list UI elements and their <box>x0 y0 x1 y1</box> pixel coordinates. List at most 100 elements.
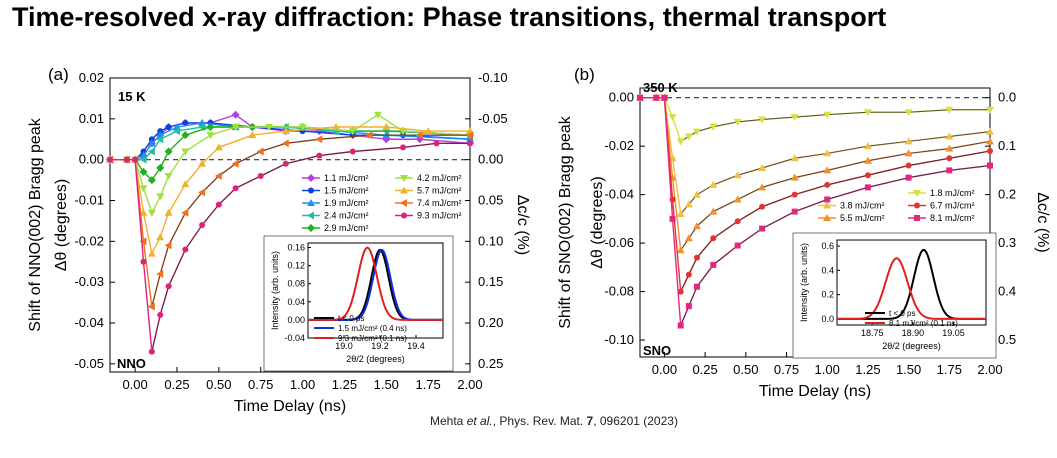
data-point <box>139 185 148 193</box>
y-axis-outer-title: Shift of SNO(002) Bragg peak <box>557 115 574 329</box>
data-point <box>399 128 408 136</box>
y-tick-label: -0.02 <box>74 233 104 248</box>
data-point <box>790 154 799 162</box>
data-point <box>415 131 423 140</box>
data-point <box>165 124 172 130</box>
data-point <box>692 128 701 136</box>
temperature-label: 350 K <box>643 80 678 95</box>
data-point <box>165 283 172 290</box>
inset-x-axis-title: 2θ/2 (degrees) <box>882 341 941 351</box>
data-point <box>905 162 912 169</box>
series-group <box>106 110 474 355</box>
inset-frame <box>836 239 987 326</box>
data-point <box>156 193 165 201</box>
data-point <box>676 210 685 218</box>
y-tick-label: 0.00 <box>79 152 104 167</box>
data-point <box>758 163 767 171</box>
y2-tick-label: 0.4 <box>998 284 1016 299</box>
data-point <box>400 144 407 151</box>
data-point <box>214 172 222 180</box>
y2-tick-label: 0.1 <box>998 138 1016 153</box>
inset-y-tick-label: 0.04 <box>287 297 305 307</box>
legend-entry: 1.9 mJ/cm² <box>324 198 369 208</box>
data-point <box>863 156 872 164</box>
y-tick-label: 0.02 <box>79 70 104 85</box>
y-tick-label: 0.01 <box>79 111 104 126</box>
data-point <box>316 152 323 159</box>
data-point <box>945 132 954 140</box>
y2-tick-label: 0.2 <box>998 187 1016 202</box>
data-point <box>424 127 433 135</box>
data-point <box>759 225 766 232</box>
data-point <box>758 183 767 191</box>
y-tick-label: -0.06 <box>604 235 634 250</box>
data-point <box>281 139 289 148</box>
data-point <box>231 124 240 131</box>
data-point <box>181 180 190 188</box>
data-point <box>823 149 832 157</box>
legend-marker <box>400 186 408 194</box>
legend-entry: 5.5 mJ/cm² <box>840 213 885 223</box>
legend: 6.7 mJ/cm² 1.8 mJ/cm² 3.8 mJ/cm² 5.5 mJ/cm²… <box>818 188 975 223</box>
data-point <box>248 131 257 139</box>
fit-curve <box>151 142 470 352</box>
inset-y-tick-label: 0.08 <box>287 279 305 289</box>
data-point <box>181 131 190 140</box>
data-point <box>790 114 799 122</box>
data-point <box>139 237 147 246</box>
data-point <box>147 176 156 185</box>
data-point <box>823 111 832 119</box>
sample-label: SNO <box>643 343 671 358</box>
legend-entry: 1.5 mJ/cm² <box>324 186 369 196</box>
citation-journal: , Phys. Rev. Mat. <box>492 414 587 428</box>
legend-entry: 9.3 mJ/cm² <box>417 211 462 221</box>
y-tick-label: -0.05 <box>74 356 104 371</box>
data-point <box>710 235 717 242</box>
panel-letter: (a) <box>48 65 69 84</box>
inset-legend-entry: 1.5 mJ/cm² (0.4 ns) <box>338 324 407 333</box>
legend: 1.1 mJ/cm² 1.5 mJ/cm² 1.9 mJ/cm² 2.4 mJ/cm²… <box>302 173 462 233</box>
data-point <box>298 124 307 131</box>
legend-marker <box>823 214 831 221</box>
y2-tick-label: -0.10 <box>478 70 508 85</box>
data-point <box>256 147 264 156</box>
data-point <box>824 196 831 203</box>
y-tick-label: -0.03 <box>74 274 104 289</box>
data-point <box>147 249 156 257</box>
y-tick-label: -0.01 <box>74 193 104 208</box>
citation-authors: Mehta <box>430 414 464 428</box>
inset-legend-entry: 8.1 mJ/cm² (0.1 ns) <box>889 319 958 328</box>
inset-y-tick-label: 0.16 <box>287 243 305 253</box>
data-point <box>348 128 357 136</box>
x-tick-label: 0.75 <box>248 377 273 392</box>
data-point <box>315 135 323 144</box>
data-point <box>198 159 207 167</box>
series-group <box>636 93 994 329</box>
data-point <box>373 111 382 119</box>
inset-x-tick-label: 19.0 <box>335 341 353 351</box>
y-axis-title: Δθ (degrees) <box>53 179 70 272</box>
legend-marker <box>400 199 407 207</box>
data-point <box>148 348 155 355</box>
x-tick-label: 0.00 <box>652 362 677 377</box>
data-point <box>653 94 660 101</box>
inset-y-tick-label: 0.2 <box>821 290 834 300</box>
plot-frame <box>109 77 471 373</box>
y-tick-label: -0.04 <box>604 187 634 202</box>
data-point <box>231 110 240 119</box>
inset-x-tick-label: 18.75 <box>861 328 884 338</box>
y-tick-label: -0.02 <box>604 138 634 153</box>
inset-y-tick-label: 0.0 <box>821 314 834 324</box>
data-point <box>946 167 953 174</box>
x-tick-label: 0.50 <box>733 362 758 377</box>
y-axis-title: Δθ (degrees) <box>589 176 606 269</box>
x-tick-label: 2.00 <box>457 377 482 392</box>
legend-entry: 7.4 mJ/cm² <box>417 198 462 208</box>
data-point <box>172 127 180 136</box>
x-tick-label: 0.25 <box>692 362 717 377</box>
data-point <box>684 200 693 208</box>
fit-curve <box>680 165 991 326</box>
legend-marker <box>914 202 920 209</box>
data-point <box>733 118 742 126</box>
inset-legend-entry: t < 0 ps <box>338 314 364 323</box>
